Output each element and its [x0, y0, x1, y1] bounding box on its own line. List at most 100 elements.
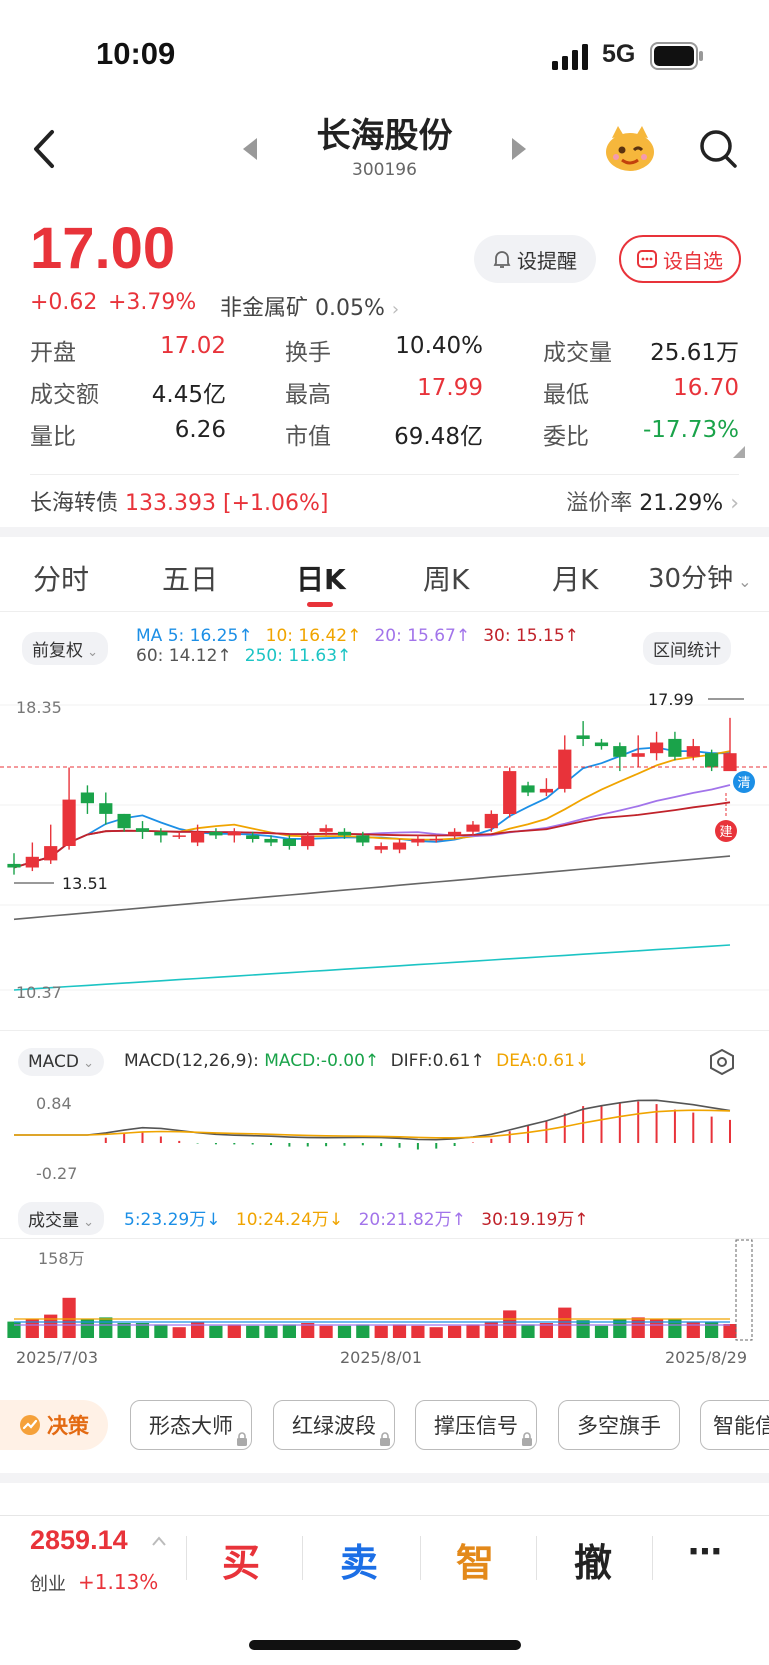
convertible-bond[interactable]: 长海转债 133.393 [+1.06%]	[30, 485, 329, 517]
smart-trade-button[interactable]: 智	[456, 1541, 495, 1585]
ma250-line	[13, 944, 731, 991]
y-min-label: 10.37	[16, 983, 62, 1002]
date-start: 2025/7/03	[16, 1348, 99, 1367]
tab-30min[interactable]: 30分钟 ⌄	[648, 558, 752, 595]
status-time: 10:09	[96, 36, 176, 71]
min-label: 13.51	[62, 874, 108, 893]
ma60-line	[13, 855, 731, 921]
candle-body	[484, 813, 498, 829]
volume-bar	[631, 1317, 645, 1338]
vol-ma5: 5:23.29万↓	[124, 1210, 221, 1230]
prev-stock-icon[interactable]	[243, 138, 259, 160]
chevron-up-icon[interactable]	[152, 1536, 166, 1546]
candle-body	[539, 788, 553, 793]
lock-icon	[522, 1432, 532, 1446]
smart-tool-label: 智能信	[713, 1414, 769, 1438]
index-change: +1.13%	[78, 1570, 159, 1594]
vol-ma30: 30:19.19万↑	[481, 1210, 589, 1230]
candle-body	[411, 838, 425, 843]
stat-label: 换手	[285, 340, 331, 366]
stat-label: 量比	[30, 424, 76, 450]
volume-chart[interactable]: 158万	[0, 1238, 769, 1343]
more-button[interactable]: ⋯	[688, 1532, 722, 1572]
volume-selector[interactable]: 成交量 ⌄	[18, 1202, 105, 1235]
index-value[interactable]: 2859.14	[30, 1525, 128, 1555]
candle-body	[503, 771, 517, 814]
support-resistance-label: 撑压信号	[434, 1414, 518, 1438]
volume-bar	[484, 1321, 498, 1338]
kline-chart[interactable]: 18.35 10.37 17.99 13.51 清 建	[0, 685, 769, 1010]
support-resistance-button[interactable]: 撑压信号	[415, 1400, 537, 1450]
candle-body	[172, 835, 186, 837]
volume-bar	[172, 1327, 186, 1338]
macd-name: MACD	[28, 1052, 79, 1072]
sell-button[interactable]: 卖	[340, 1541, 379, 1585]
sector-link[interactable]: 非金属矿 0.05% ›	[220, 290, 399, 322]
clear-marker[interactable]	[733, 771, 755, 793]
wave-button[interactable]: 红绿波段	[273, 1400, 395, 1450]
decision-button[interactable]: 决策	[0, 1400, 108, 1450]
ma5-line	[13, 746, 730, 869]
candle-body	[613, 746, 627, 757]
stat-value: 16.70	[673, 375, 739, 401]
separator	[186, 1536, 187, 1580]
candle-body	[282, 838, 296, 846]
volume-bar	[576, 1320, 590, 1338]
stat-label: 最低	[543, 382, 589, 408]
add-watchlist-label: 设自选	[663, 248, 723, 273]
network-type: 5G	[602, 40, 636, 68]
tab-intraday[interactable]: 分时	[33, 563, 90, 596]
volume-bar	[594, 1325, 609, 1338]
candle-body	[521, 785, 535, 793]
macd-chart[interactable]: 0.84 -0.27	[0, 1085, 769, 1190]
tab-weekly-k[interactable]: 周K	[423, 563, 470, 596]
cancel-order-button[interactable]: 撤	[574, 1541, 613, 1585]
stat-value: 6.26	[174, 417, 226, 443]
adjust-selector[interactable]: 前复权 ⌄	[22, 632, 109, 665]
volume-bar	[191, 1321, 205, 1338]
stat-label: 委比	[543, 424, 589, 450]
volume-bar	[227, 1324, 241, 1338]
divider	[0, 1238, 769, 1239]
section-divider	[0, 527, 769, 537]
volume-bar	[705, 1321, 719, 1338]
candle-body	[594, 742, 609, 747]
home-indicator	[249, 1640, 521, 1650]
buy-button[interactable]: 买	[222, 1541, 261, 1585]
premium-rate[interactable]: 溢价率 21.29% ›	[566, 485, 739, 517]
search-icon[interactable]	[698, 128, 738, 170]
volume-legend: 5:23.29万↓ 10:24.24万↓ 20:21.82万↑ 30:19.19…	[124, 1205, 589, 1230]
volume-bar	[62, 1297, 76, 1338]
candle-body	[448, 831, 462, 836]
stat-value: 17.02	[160, 333, 226, 359]
stock-code: 300196	[352, 160, 417, 180]
range-stats-button[interactable]: 区间统计	[643, 632, 731, 665]
candle-body	[264, 838, 278, 843]
volume-bar	[25, 1318, 39, 1338]
candle-body	[429, 838, 443, 841]
smart-tool-button[interactable]: 智能信	[700, 1400, 769, 1450]
volume-bar	[282, 1324, 296, 1338]
bull-bear-button[interactable]: 多空旗手	[558, 1400, 680, 1450]
volume-bar	[135, 1323, 150, 1338]
set-alert-button[interactable]: 设提醒	[474, 235, 596, 283]
volume-bar	[117, 1323, 131, 1338]
add-watchlist-button[interactable]: 设自选	[619, 235, 741, 283]
tab-daily-k[interactable]: 日K	[296, 563, 346, 596]
mascot-icon[interactable]	[604, 124, 656, 172]
tab-five-day[interactable]: 五日	[162, 563, 219, 596]
candle-body	[723, 753, 737, 772]
settings-icon[interactable]	[708, 1048, 736, 1076]
chevron-down-icon: ⌄	[733, 572, 752, 591]
candle-body	[650, 742, 664, 754]
build-marker[interactable]	[715, 820, 737, 842]
volume-bar	[374, 1325, 388, 1338]
decision-label: 决策	[47, 1414, 89, 1438]
next-stock-icon[interactable]	[510, 138, 526, 160]
expand-corner-icon[interactable]	[733, 446, 745, 458]
pattern-master-button[interactable]: 形态大师	[130, 1400, 252, 1450]
macd-selector[interactable]: MACD ⌄	[18, 1048, 104, 1076]
candle-body	[558, 749, 572, 789]
tab-monthly-k[interactable]: 月K	[552, 563, 599, 596]
back-icon[interactable]	[28, 128, 60, 170]
